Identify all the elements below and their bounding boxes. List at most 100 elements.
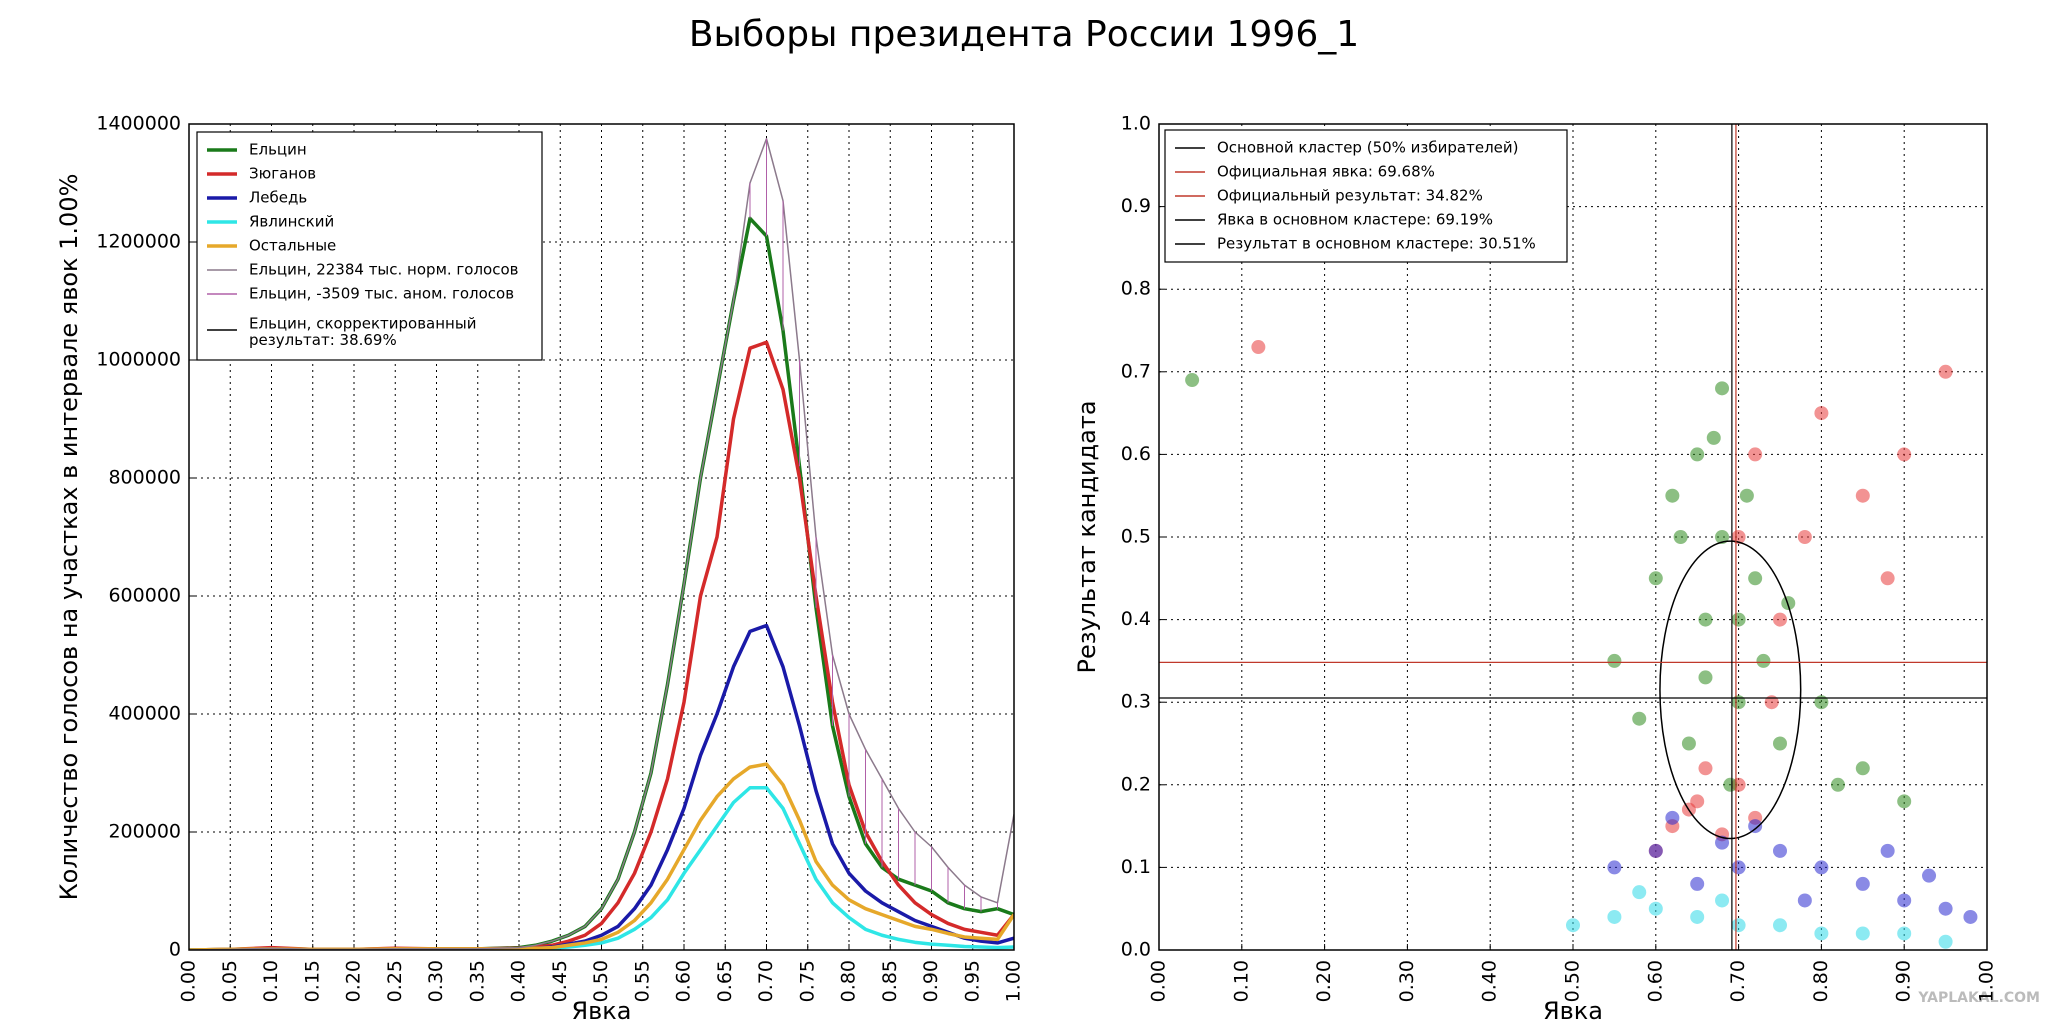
scatter-point	[1814, 926, 1829, 941]
scatter-point	[1814, 406, 1829, 421]
y-tick-label: 1400000	[96, 113, 181, 135]
y-tick-label: 800000	[108, 467, 181, 489]
y-tick-label: 1.0	[1121, 113, 1151, 135]
x-tick-label: 0.70	[755, 960, 777, 1002]
x-tick-label: 0.25	[384, 960, 406, 1002]
x-tick-label: 0.85	[879, 960, 901, 1002]
scatter-point	[1731, 530, 1746, 544]
y-tick-label: 0.4	[1121, 608, 1151, 630]
chart: 0.00 0.10 0.20 0.30 0.40 0.50 0.60 0.70 0.80 0.90…	[1073, 113, 1998, 1024]
x-tick-label: 0.35	[466, 960, 488, 1002]
scatter-point	[1748, 819, 1763, 834]
x-tick-label: 0.15	[301, 960, 323, 1002]
legend-label: Остальные	[249, 237, 336, 255]
x-tick-label: 0.00	[178, 960, 200, 1002]
y-tick-label: 0.0	[1121, 939, 1151, 961]
y-tick-label: 0.7	[1121, 360, 1151, 382]
scatter-point	[1731, 918, 1746, 933]
scatter-point	[1665, 810, 1680, 825]
scatter-point	[1963, 909, 1978, 924]
x-tick-label: 0.20	[1313, 960, 1335, 1002]
scatter-point	[1681, 736, 1696, 751]
scatter-point	[1715, 530, 1730, 544]
page-title: Выборы президента России 1996_1	[689, 14, 1359, 55]
scatter-point	[1756, 653, 1771, 668]
scatter-point	[1690, 447, 1705, 462]
scatter-point	[1715, 893, 1730, 908]
y-tick-label: 0	[169, 939, 181, 961]
x-tick-label: 0.05	[219, 960, 241, 1002]
y-axis-label: Количество голосов на участках в интерва…	[55, 174, 83, 901]
plot-area	[189, 138, 1014, 950]
scatter-point	[1773, 918, 1787, 933]
y-tick-label: 0.9	[1121, 195, 1151, 217]
x-tick-label: 0.80	[838, 960, 860, 1002]
x-tick-label: 0.75	[796, 960, 818, 1002]
scatter-point	[1814, 860, 1829, 875]
scatter-point	[1897, 893, 1912, 908]
scatter-point	[1648, 571, 1663, 586]
x-tick-label: 0.90	[920, 960, 942, 1002]
legend-label: Явка в основном кластере: 69.19%	[1217, 211, 1493, 229]
scatter-point	[1773, 612, 1787, 627]
scatter-point	[1880, 843, 1895, 858]
y-tick-label: 0.5	[1121, 526, 1151, 548]
scatter-point	[1731, 612, 1746, 627]
y-axis-label: Результат кандидата	[1073, 400, 1101, 673]
scatter-point	[1797, 530, 1812, 544]
y-tick-label: 1200000	[96, 231, 181, 253]
plot-frame	[1158, 123, 1988, 951]
x-tick-label: 0.00	[1148, 960, 1170, 1002]
scatter-point	[1922, 868, 1937, 883]
scatter-point	[1715, 381, 1730, 396]
scatter-point	[1698, 761, 1713, 776]
legend-label: Официальная явка: 69.68%	[1217, 163, 1435, 181]
scatter-point	[1706, 430, 1721, 445]
scatter-point	[1690, 909, 1705, 924]
x-tick-label: 1.00	[1976, 960, 1998, 1002]
scatter-point	[1632, 711, 1647, 726]
x-tick-label: 0.40	[1479, 960, 1501, 1002]
scatter-point	[1731, 860, 1746, 875]
legend-label: Ельцин, 22384 тыс. норм. голосов	[249, 261, 519, 279]
scatter-point	[1715, 835, 1730, 850]
x-tick-label: 0.55	[631, 960, 653, 1002]
cluster-ellipse	[1659, 540, 1802, 840]
scatter-point	[1764, 695, 1779, 710]
legend-label: Ельцин	[249, 141, 307, 159]
scatter-point	[1897, 794, 1912, 809]
y-tick-label: 1000000	[96, 349, 181, 371]
legend-label: Явлинский	[249, 213, 334, 231]
x-tick-label: 0.95	[961, 960, 983, 1002]
watermark: YAPLAKAL.COM	[1917, 990, 2040, 1006]
x-tick-label: 1.00	[1003, 960, 1025, 1002]
scatter-point	[1773, 736, 1787, 751]
y-tick-label: 0.8	[1121, 278, 1151, 300]
series-line	[189, 138, 1014, 950]
x-tick-label: 0.40	[508, 960, 530, 1002]
x-tick-label: 0.80	[1810, 960, 1832, 1002]
scatter-point	[1723, 777, 1738, 792]
scatter-point	[1607, 653, 1622, 668]
x-tick-label: 0.30	[425, 960, 447, 1002]
scatter-point	[1855, 488, 1870, 503]
y-tick-label: 0.2	[1121, 773, 1151, 795]
scatter-point	[1607, 909, 1622, 924]
y-tick-label: 0.3	[1121, 691, 1151, 713]
x-tick-label: 0.10	[260, 960, 282, 1002]
scatter-point	[1880, 571, 1895, 586]
scatter-point	[1607, 860, 1622, 875]
scatter-point	[1897, 926, 1912, 941]
x-tick-label: 0.65	[714, 960, 736, 1002]
x-tick-label: 0.50	[590, 960, 612, 1002]
x-tick-label: 0.70	[1727, 960, 1749, 1002]
scatter-point	[1830, 777, 1845, 792]
legend-label: Ельцин, скорректированный результат: 38.6…	[249, 314, 476, 349]
scatter-point	[1855, 926, 1870, 941]
legend-label: Лебедь	[249, 189, 307, 207]
y-tick-label: 600000	[108, 585, 181, 607]
scatter-point	[1731, 695, 1746, 710]
scatter-point	[1632, 885, 1647, 900]
scatter-point	[1855, 761, 1870, 776]
legend-label: Зюганов	[249, 165, 316, 183]
